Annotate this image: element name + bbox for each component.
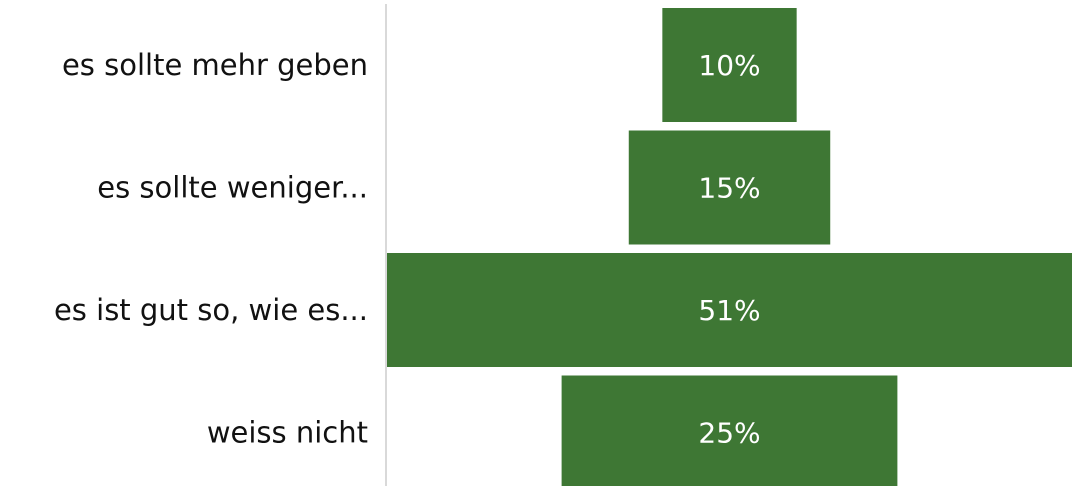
- category-label: es ist gut so, wie es...: [54, 293, 368, 327]
- bar: [387, 253, 1072, 367]
- category-label: es sollte mehr geben: [62, 48, 368, 82]
- bar: [628, 130, 831, 245]
- value-label: 25%: [698, 417, 760, 450]
- bar: [662, 8, 797, 122]
- bar: [561, 375, 898, 486]
- value-label: 15%: [698, 172, 760, 205]
- value-label: 51%: [698, 294, 760, 327]
- category-label: es sollte weniger...: [97, 171, 368, 205]
- value-label: 10%: [698, 49, 760, 82]
- category-label: weiss nicht: [207, 416, 368, 450]
